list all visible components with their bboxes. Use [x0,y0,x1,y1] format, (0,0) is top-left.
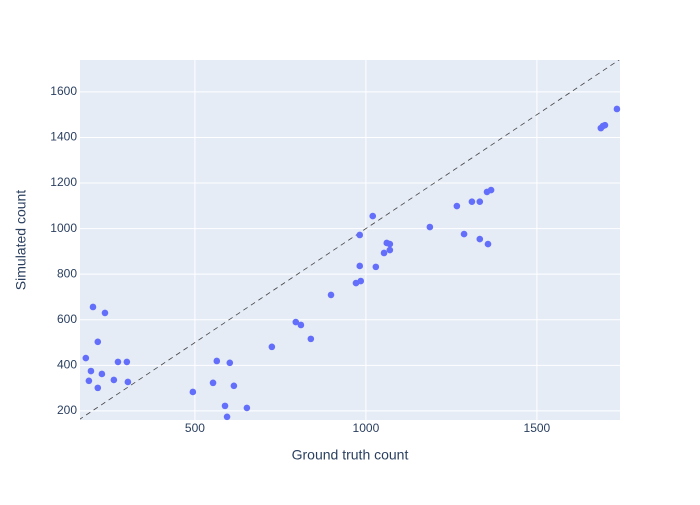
y-tick-label: 800 [57,266,77,280]
point [372,263,380,271]
point [110,376,118,384]
x-tick-label: 1000 [353,421,380,435]
point [386,246,394,254]
point [460,230,468,238]
point [223,413,231,421]
point [221,402,229,410]
y-tick-label: 200 [57,403,77,417]
point [357,277,365,285]
y-axis-title: Simulated count [13,190,29,291]
reference-line [80,60,620,420]
grid [80,60,620,420]
point [297,321,305,329]
x-axis-title: Ground truth count [292,447,409,463]
point [114,358,122,366]
point [356,231,364,239]
point [209,379,217,387]
point [230,382,238,390]
point [101,309,109,317]
point [307,335,315,343]
x-tick-label: 500 [185,421,205,435]
point [476,235,484,243]
y-tick-label: 600 [57,312,77,326]
point [213,357,221,365]
point [453,202,461,210]
point [613,105,621,113]
point [356,262,364,270]
point [292,318,300,326]
point [468,198,476,206]
point [94,338,102,346]
point [476,198,484,206]
point [426,223,434,231]
point [189,388,197,396]
point [601,121,609,129]
point [327,291,335,299]
marks [80,60,621,421]
point [89,303,97,311]
y-tick-label: 1400 [50,130,77,144]
point [369,212,377,220]
point [124,378,132,386]
y-tick-label: 1600 [50,84,77,98]
point [484,240,492,248]
point [226,359,234,367]
point [487,186,495,194]
y-tick-label: 400 [57,357,77,371]
plot-area [80,60,620,420]
y-tick-label: 1000 [50,221,77,235]
point [386,240,394,248]
y-tick-label: 1200 [50,175,77,189]
point [243,404,251,412]
point [123,358,131,366]
point [87,367,95,375]
point [98,370,106,378]
point [82,354,90,362]
point [268,343,276,351]
point [94,384,102,392]
x-tick-label: 1500 [524,421,551,435]
point [380,249,388,257]
point [85,377,93,385]
